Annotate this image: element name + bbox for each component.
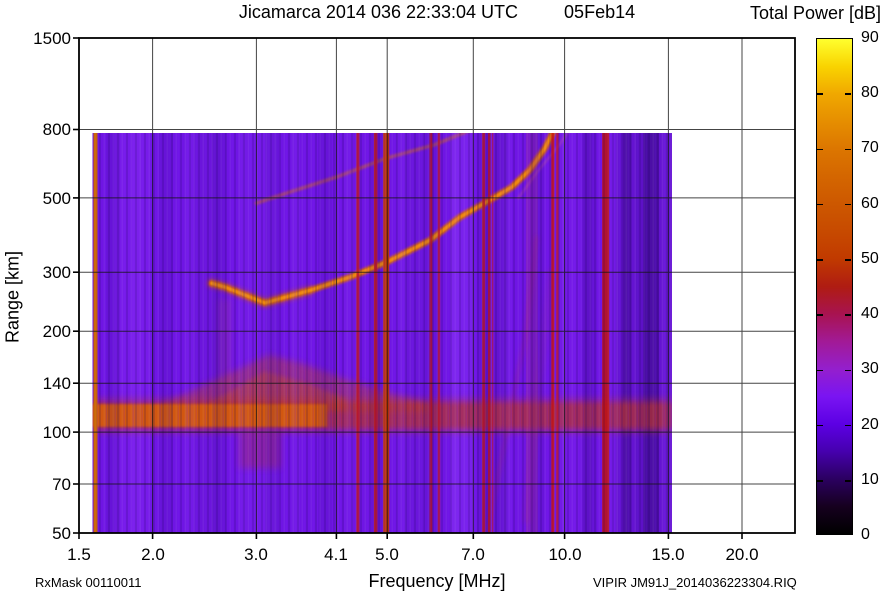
colorbar-tick-label: 60 <box>861 195 879 212</box>
colorbar-tick-label: 70 <box>861 139 879 156</box>
x-tick-label: 15.0 <box>651 545 685 564</box>
y-tick-label: 800 <box>42 120 71 139</box>
colorbar-tick-mark <box>817 369 823 372</box>
colorbar-tick-mark <box>844 480 851 482</box>
y-tick-label: 300 <box>42 263 71 282</box>
colorbar-tick-mark <box>817 424 823 427</box>
y-tick-label: 70 <box>52 475 71 494</box>
colorbar-tick-label: 40 <box>861 305 879 322</box>
colorbar-tick-label: 50 <box>861 250 879 267</box>
grid-lines <box>79 38 795 533</box>
colorbar-tick-mark <box>844 314 851 316</box>
colorbar-tick-label: 20 <box>861 416 879 433</box>
y-tick-label: 500 <box>42 189 71 208</box>
colorbar-tick-mark <box>817 259 823 261</box>
x-tick-label: 20.0 <box>725 545 759 564</box>
title-date: 05Feb14 <box>564 2 636 22</box>
x-tick-label: 7.0 <box>461 545 485 564</box>
colorbar-tick-mark <box>817 203 823 206</box>
x-tick-label: 4.1 <box>324 545 348 564</box>
colorbar-tick-label: 90 <box>861 29 879 46</box>
colorbar-tick-mark <box>844 93 851 95</box>
y-tick-label: 100 <box>42 423 71 442</box>
colorbar-tick-mark <box>844 369 851 372</box>
colorbar-tick-label: 80 <box>861 84 879 101</box>
x-tick-label: 1.5 <box>67 545 91 564</box>
striation-broad <box>92 133 672 533</box>
x-tick-label: 2.0 <box>141 545 165 564</box>
colorbar-tick-mark <box>844 424 851 427</box>
colorbar-tick-label: 30 <box>861 360 879 377</box>
colorbar-title: Total Power [dB] <box>749 3 881 23</box>
y-tick-label: 1500 <box>33 29 71 48</box>
colorbar <box>816 38 853 535</box>
x-tick-label: 3.0 <box>244 545 268 564</box>
colorbar-tick-mark <box>817 93 823 95</box>
colorbar-tick-mark <box>844 203 851 206</box>
ionogram-data-region <box>92 133 672 533</box>
axis-ticks <box>73 37 743 539</box>
y-tick-label: 140 <box>42 374 71 393</box>
colorbar-tick-mark <box>817 148 823 151</box>
source-file-text: VIPIR JM91J_2014036223304.RIQ <box>593 575 797 590</box>
colorbar-tick-mark <box>844 259 851 261</box>
colorbar-tick-label: 10 <box>861 471 879 488</box>
x-tick-label: 10.0 <box>548 545 582 564</box>
colorbar-tick-mark <box>817 314 823 316</box>
x-tick-label: 5.0 <box>375 545 399 564</box>
colorbar-tick-label: 0 <box>861 526 870 543</box>
rxmask-text: RxMask 00110011 <box>35 575 142 590</box>
plot-frame <box>78 37 796 534</box>
colorbar-tick-mark <box>844 148 851 151</box>
page-title: Jicamarca 2014 036 22:33:04 UTC <box>238 2 519 22</box>
title-row: Jicamarca 2014 036 22:33:04 UTC 05Feb14 <box>79 2 795 23</box>
x-axis-label: Frequency [MHz] <box>368 571 506 591</box>
y-tick-label: 200 <box>42 322 71 341</box>
colorbar-tick-mark <box>817 480 823 482</box>
y-tick-label: 50 <box>52 524 71 543</box>
